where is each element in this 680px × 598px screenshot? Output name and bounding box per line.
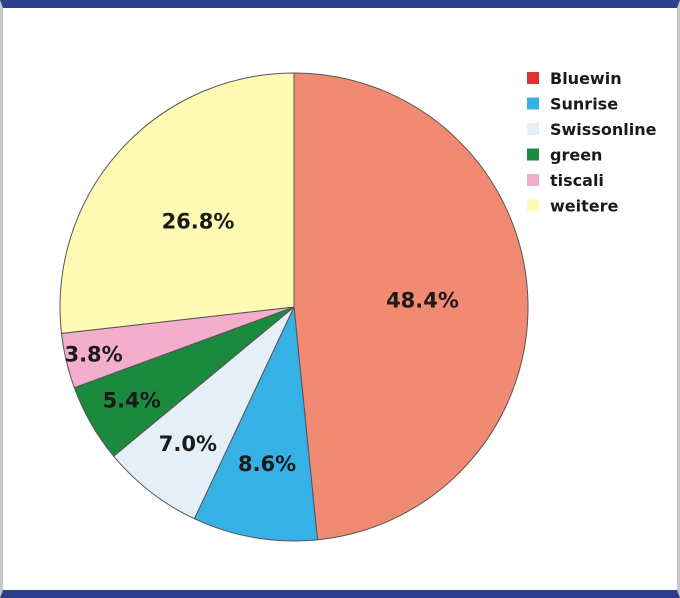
- legend-label-swissonline: Swissonline: [550, 120, 657, 139]
- legend-swatch-green: [527, 148, 539, 161]
- pie-slice-sunrise: [193, 305, 319, 542]
- legend-swatch-sunrise: [527, 97, 539, 110]
- pie-slice-bluewin: [293, 72, 529, 541]
- pie-slices: [59, 72, 529, 542]
- legend: Bluewin Sunrise Swissonline green tiscali wei…: [527, 69, 657, 216]
- legend-swatch-bluewin: [527, 72, 539, 84]
- slice-label-green: 5.4%: [103, 388, 161, 412]
- pie-slice-weitere: [59, 72, 295, 334]
- legend-swatch-tiscali: [527, 174, 539, 186]
- pie-labels: 48.4% 8.6% 7.0% 5.4% 3.8% 26.8%: [64, 209, 459, 476]
- slice-label-weitere: 26.8%: [162, 209, 235, 233]
- legend-label-bluewin: Bluewin: [550, 69, 622, 88]
- legend-label-tiscali: tiscali: [550, 171, 604, 190]
- legend-swatch-swissonline: [527, 123, 539, 135]
- slice-label-tiscali: 3.8%: [64, 342, 122, 366]
- slice-label-bluewin: 48.4%: [386, 289, 459, 313]
- slice-label-sunrise: 8.6%: [238, 452, 296, 476]
- legend-swatch-weitere: [527, 199, 539, 212]
- legend-label-sunrise: Sunrise: [550, 95, 618, 114]
- pie-slice-swissonline: [112, 306, 295, 520]
- slice-label-swissonline: 7.0%: [159, 432, 217, 456]
- legend-label-green: green: [550, 146, 602, 165]
- legend-label-weitere: weitere: [550, 197, 619, 216]
